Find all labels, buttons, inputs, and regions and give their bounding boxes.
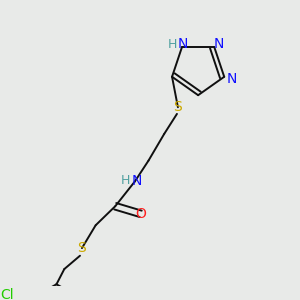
Text: S: S	[174, 100, 182, 114]
Text: N: N	[227, 72, 237, 86]
Text: S: S	[78, 241, 86, 255]
Text: O: O	[135, 207, 146, 221]
Text: N: N	[178, 37, 188, 51]
Text: H: H	[120, 174, 130, 187]
Text: Cl: Cl	[0, 288, 14, 300]
Text: N: N	[132, 173, 142, 188]
Text: H: H	[167, 38, 177, 51]
Text: N: N	[214, 37, 224, 51]
